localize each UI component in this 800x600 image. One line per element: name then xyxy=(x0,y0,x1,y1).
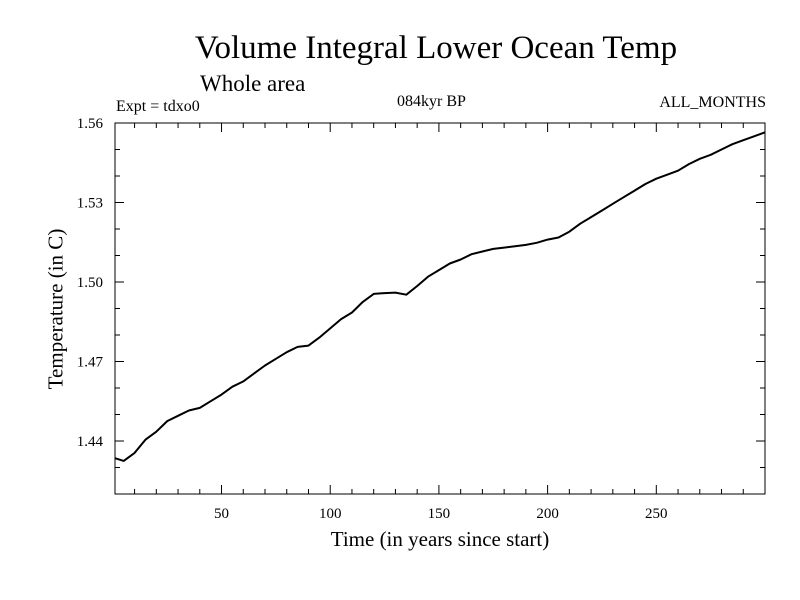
y-tick-label: 1.50 xyxy=(77,275,103,291)
y-tick-label: 1.56 xyxy=(77,116,104,132)
x-tick-label: 100 xyxy=(319,506,342,522)
series-line-temperature xyxy=(114,131,766,462)
chart-subtitle: Whole area xyxy=(200,71,306,96)
y-axis-label: Temperature (in C) xyxy=(43,228,68,390)
experiment-label: Expt = tdxo0 xyxy=(116,98,200,115)
plot-frame xyxy=(114,122,766,495)
y-tick-label: 1.47 xyxy=(77,355,104,371)
x-axis-label: Time (in years since start) xyxy=(330,527,550,551)
x-tick-label: 200 xyxy=(536,506,559,522)
x-tick-label: 150 xyxy=(428,506,451,522)
axis-ticks xyxy=(115,122,765,495)
y-tick-label: 1.44 xyxy=(77,434,104,450)
months-label: ALL_MONTHS xyxy=(659,94,766,111)
period-label: 084kyr BP xyxy=(397,93,466,110)
axis-tick-labels: 50 100 150 200 250 1.44 1.47 1.50 1.53 1.56 xyxy=(77,116,668,522)
x-tick-label: 250 xyxy=(645,506,668,522)
chart-title: Volume Integral Lower Ocean Temp xyxy=(194,30,678,66)
x-tick-label: 50 xyxy=(214,506,229,522)
y-tick-label: 1.53 xyxy=(77,196,103,212)
